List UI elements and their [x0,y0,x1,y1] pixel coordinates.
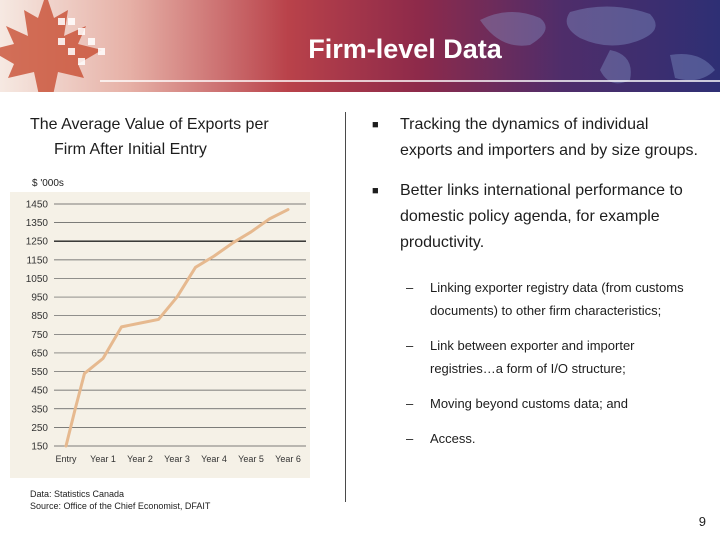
bullet-item: ■ Tracking the dynamics of individual ex… [372,112,702,164]
x-tick-label: Year 6 [275,454,301,464]
series-line [64,208,290,448]
world-map-decoration [480,6,715,84]
y-tick-label: 1450 [26,200,49,211]
x-tick-label: Year 3 [164,454,190,464]
dash-bullet-icon: – [406,280,414,295]
slide-title: Firm-level Data [308,34,502,64]
y-tick-label: 1250 [26,237,49,248]
source-line: Source: Office of the Chief Economist, D… [30,501,211,511]
y-tick-label: 250 [31,423,48,434]
sub-item-text: Linking exporter registry data (from cus… [430,280,684,318]
y-tick-label: 1150 [26,255,48,266]
y-tick-label: 350 [31,404,48,415]
maple-leaf-icon [0,0,102,92]
sub-list-item: – Linking exporter registry data (from c… [372,276,702,322]
sub-list-item: – Moving beyond customs data; and [372,392,702,415]
page-number: 9 [698,514,706,529]
column-divider [345,112,346,502]
y-tick-label: 750 [31,330,48,341]
title-underline [100,80,720,82]
chart-source-note: Data: Statistics Canada Source: Office o… [30,488,210,512]
dash-bullet-icon: – [406,431,414,446]
y-tick-label: 850 [31,311,48,322]
title-banner: Firm-level Data [0,0,720,92]
sub-item-text: Access. [430,431,476,446]
y-tick-label: 1350 [26,218,49,229]
y-tick-label: 450 [31,386,48,397]
x-tick-label: Year 4 [201,454,227,464]
y-tick-label: 1050 [26,274,49,285]
y-tick-label: 950 [31,293,48,304]
line-chart-svg: 150 250 350 450 550 650 750 850 950 1050 1150 1250 1… [26,200,306,464]
square-bullet-icon: ■ [372,119,379,131]
x-tick-label: Entry [55,454,77,464]
y-axis-unit-label: $ '000s [32,178,64,189]
sub-list-item: – Access. [372,427,702,450]
square-bullet-icon: ■ [372,185,379,197]
y-tick-label: 150 [31,442,48,453]
x-tick-label: Year 5 [238,454,264,464]
bullet-item: ■ Better links international performance… [372,178,702,256]
sub-item-text: Moving beyond customs data; and [430,396,629,411]
chart-title: The Average Value of Exports per Firm Af… [30,112,350,162]
y-tick-label: 650 [31,348,48,359]
bullet-text: Tracking the dynamics of individual expo… [400,116,698,159]
sub-item-text: Link between exporter and importer regis… [430,338,635,376]
sub-list-item: – Link between exporter and importer reg… [372,334,702,380]
chart-title-line2: Firm After Initial Entry [54,141,207,158]
dash-bullet-icon: – [406,338,414,353]
bullet-text: Better links international performance t… [400,182,683,251]
data-source-line: Data: Statistics Canada [30,489,125,499]
x-tick-label: Year 2 [127,454,153,464]
chart-title-line1: The Average Value of Exports per [30,116,269,133]
bullet-list: ■ Tracking the dynamics of individual ex… [372,112,702,462]
line-chart: 150 250 350 450 550 650 750 850 950 1050 1150 1250 1… [10,192,310,478]
y-tick-label: 550 [31,367,48,378]
dash-bullet-icon: – [406,396,414,411]
x-tick-label: Year 1 [90,454,116,464]
